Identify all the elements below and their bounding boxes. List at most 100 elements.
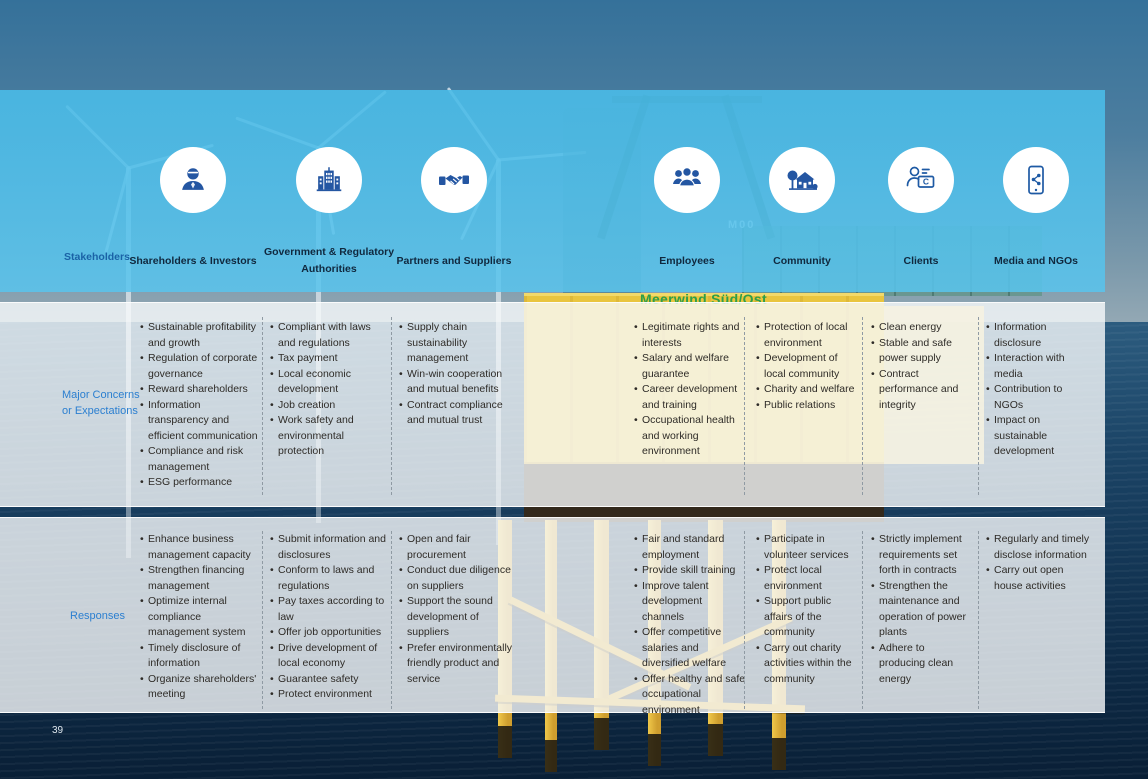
bullet-dot: • [756,352,760,364]
bullet-text: Improve talent development channels [642,579,709,623]
responses-shareholders: • Enhance business management capacity • St… [140,532,258,703]
concerns-row-label-line2: or Expectations [62,405,138,417]
bullet-dot: • [986,383,990,395]
bullet-dot: • [140,533,144,545]
concerns-row-label: Major Concerns or Expectations [62,387,140,419]
bullet-dot: • [871,533,875,545]
bullet-text: Compliance and risk management [148,445,244,473]
concerns-media: • Information disclosure • Interaction with… [986,320,1092,460]
bullet-dot: • [270,414,274,426]
bullet-item: • Pay taxes according to law [270,594,386,625]
icon-circle: C [888,147,954,213]
bullet-text: Contract performance and integrity [879,367,959,411]
concerns-government: • Compliant with laws and regulations • Tax… [270,320,386,460]
bullet-item: • Offer healthy and safe occupational env… [634,672,746,719]
bullet-item: • Compliance and risk management [140,444,258,475]
bullet-dot: • [756,533,760,545]
bullet-item: • Participate in volunteer services [756,532,858,563]
bullet-text: Strengthen the maintenance and operation… [879,579,966,639]
bullet-dot: • [140,321,144,333]
column-divider [978,317,979,495]
column-divider [262,531,263,709]
responses-band: Responses • Enhance business management c… [0,517,1105,716]
bullet-text: Impact on sustainable development [994,414,1055,457]
bullet-text: Participate in volunteer services [764,533,849,561]
bullet-text: Occupational health and working environm… [642,414,735,457]
bullet-text: Compliant with laws and regulations [278,321,371,349]
bullet-item: • Charity and welfare [756,382,858,398]
bullet-item: • Legitimate rights and interests [634,320,746,351]
responses-employees: • Fair and standard employment • Provide sk… [634,532,746,718]
bullet-text: Drive development of local economy [278,641,378,670]
handshake-icon [439,175,469,185]
bullet-item: • Prefer environmentally friendly product… [399,641,519,688]
bullet-dot: • [756,398,760,411]
bullet-dot: • [140,383,144,395]
bullet-item: • Organize shareholders' meeting [140,672,258,703]
responses-clients: • Strictly implement requirements set for… [871,532,973,687]
bullet-item: • Optimize internal compliance management… [140,594,258,641]
column-divider [744,531,745,709]
stakeholder-label: Partners and Suppliers [396,254,512,267]
bullet-text: Offer healthy and safe occupational envi… [642,672,746,716]
bullet-dot: • [140,398,144,411]
bullet-text: Provide skill training [642,564,736,576]
bullet-item: • Contract performance and integrity [871,367,973,414]
stakeholder-column-community: Community [726,147,878,281]
bullet-text: Optimize internal compliance management … [148,595,246,638]
concerns-clients: • Clean energy • Stable and safe power supp… [871,320,973,413]
bullet-dot: • [399,564,403,576]
column-divider [862,531,863,709]
bullet-dot: • [871,579,875,592]
bullet-item: • Impact on sustainable development [986,413,1092,460]
bullet-dot: • [140,564,144,576]
responses-community: • Participate in volunteer services • Prote… [756,532,858,687]
bullet-item: • Local economic development [270,367,386,398]
concerns-row-label-line1: Major Concerns [62,389,140,401]
bullet-dot: • [399,641,403,654]
media-icon [1028,165,1044,195]
bullet-item: • Work safety and environmental protectio… [270,413,386,460]
bullet-text: Contract compliance and mutual trust [407,398,503,427]
bullet-text: Carry out open house activities [994,564,1066,592]
bullet-text: ESG performance [148,476,233,488]
bullet-item: • Offer job opportunities [270,625,386,641]
bullet-item: • Regularly and timely disclose informati… [986,532,1092,563]
bullet-dot: • [634,579,638,592]
bullet-item: • Adhere to producing clean energy [871,641,973,688]
bullet-item: • Tax payment [270,351,386,367]
responses-media: • Regularly and timely disclose informati… [986,532,1092,594]
bullet-item: • Strengthen financing management [140,563,258,594]
bullet-item: • Strengthen the maintenance and operatio… [871,579,973,641]
stakeholder-label: Employees [659,254,715,267]
bullet-text: Sustainable profitability and growth [148,321,256,349]
bullet-dot: • [140,672,144,685]
bullet-text: Stable and safe power supply [879,336,952,365]
bullet-text: Contribution to NGOs [994,383,1063,411]
bullet-text: Protection of local environment [764,321,848,349]
stakeholder-column-media: Media and NGOs [960,147,1112,281]
bullet-text: Strictly implement requirements set fort… [879,533,962,576]
bullet-text: Submit information and disclosures [278,533,386,561]
column-divider [262,317,263,495]
community-icon [787,170,818,190]
bullet-text: Charity and welfare [764,383,855,395]
bullet-dot: • [270,626,274,638]
bullet-dot: • [986,533,990,545]
bullet-dot: • [399,533,403,545]
bullet-item: • Provide skill training [634,563,746,579]
bullet-text: Fair and standard employment [642,533,725,561]
bullet-item: • Information disclosure [986,320,1092,351]
bullet-dot: • [270,398,274,411]
bullet-text: Organize shareholders' meeting [148,672,257,701]
responses-row-label: Responses [70,610,126,622]
bullet-dot: • [140,352,144,364]
bullet-item: • ESG performance [140,475,258,491]
stakeholder-label: Community [773,254,831,267]
bullet-dot: • [270,688,274,700]
bullet-item: • Carry out open house activities [986,563,1092,594]
stakeholder-column-partners: Partners and Suppliers [378,147,530,281]
bullet-dot: • [140,445,144,457]
bullet-item: • Contribution to NGOs [986,382,1092,413]
bullet-text: Local economic development [278,367,351,396]
